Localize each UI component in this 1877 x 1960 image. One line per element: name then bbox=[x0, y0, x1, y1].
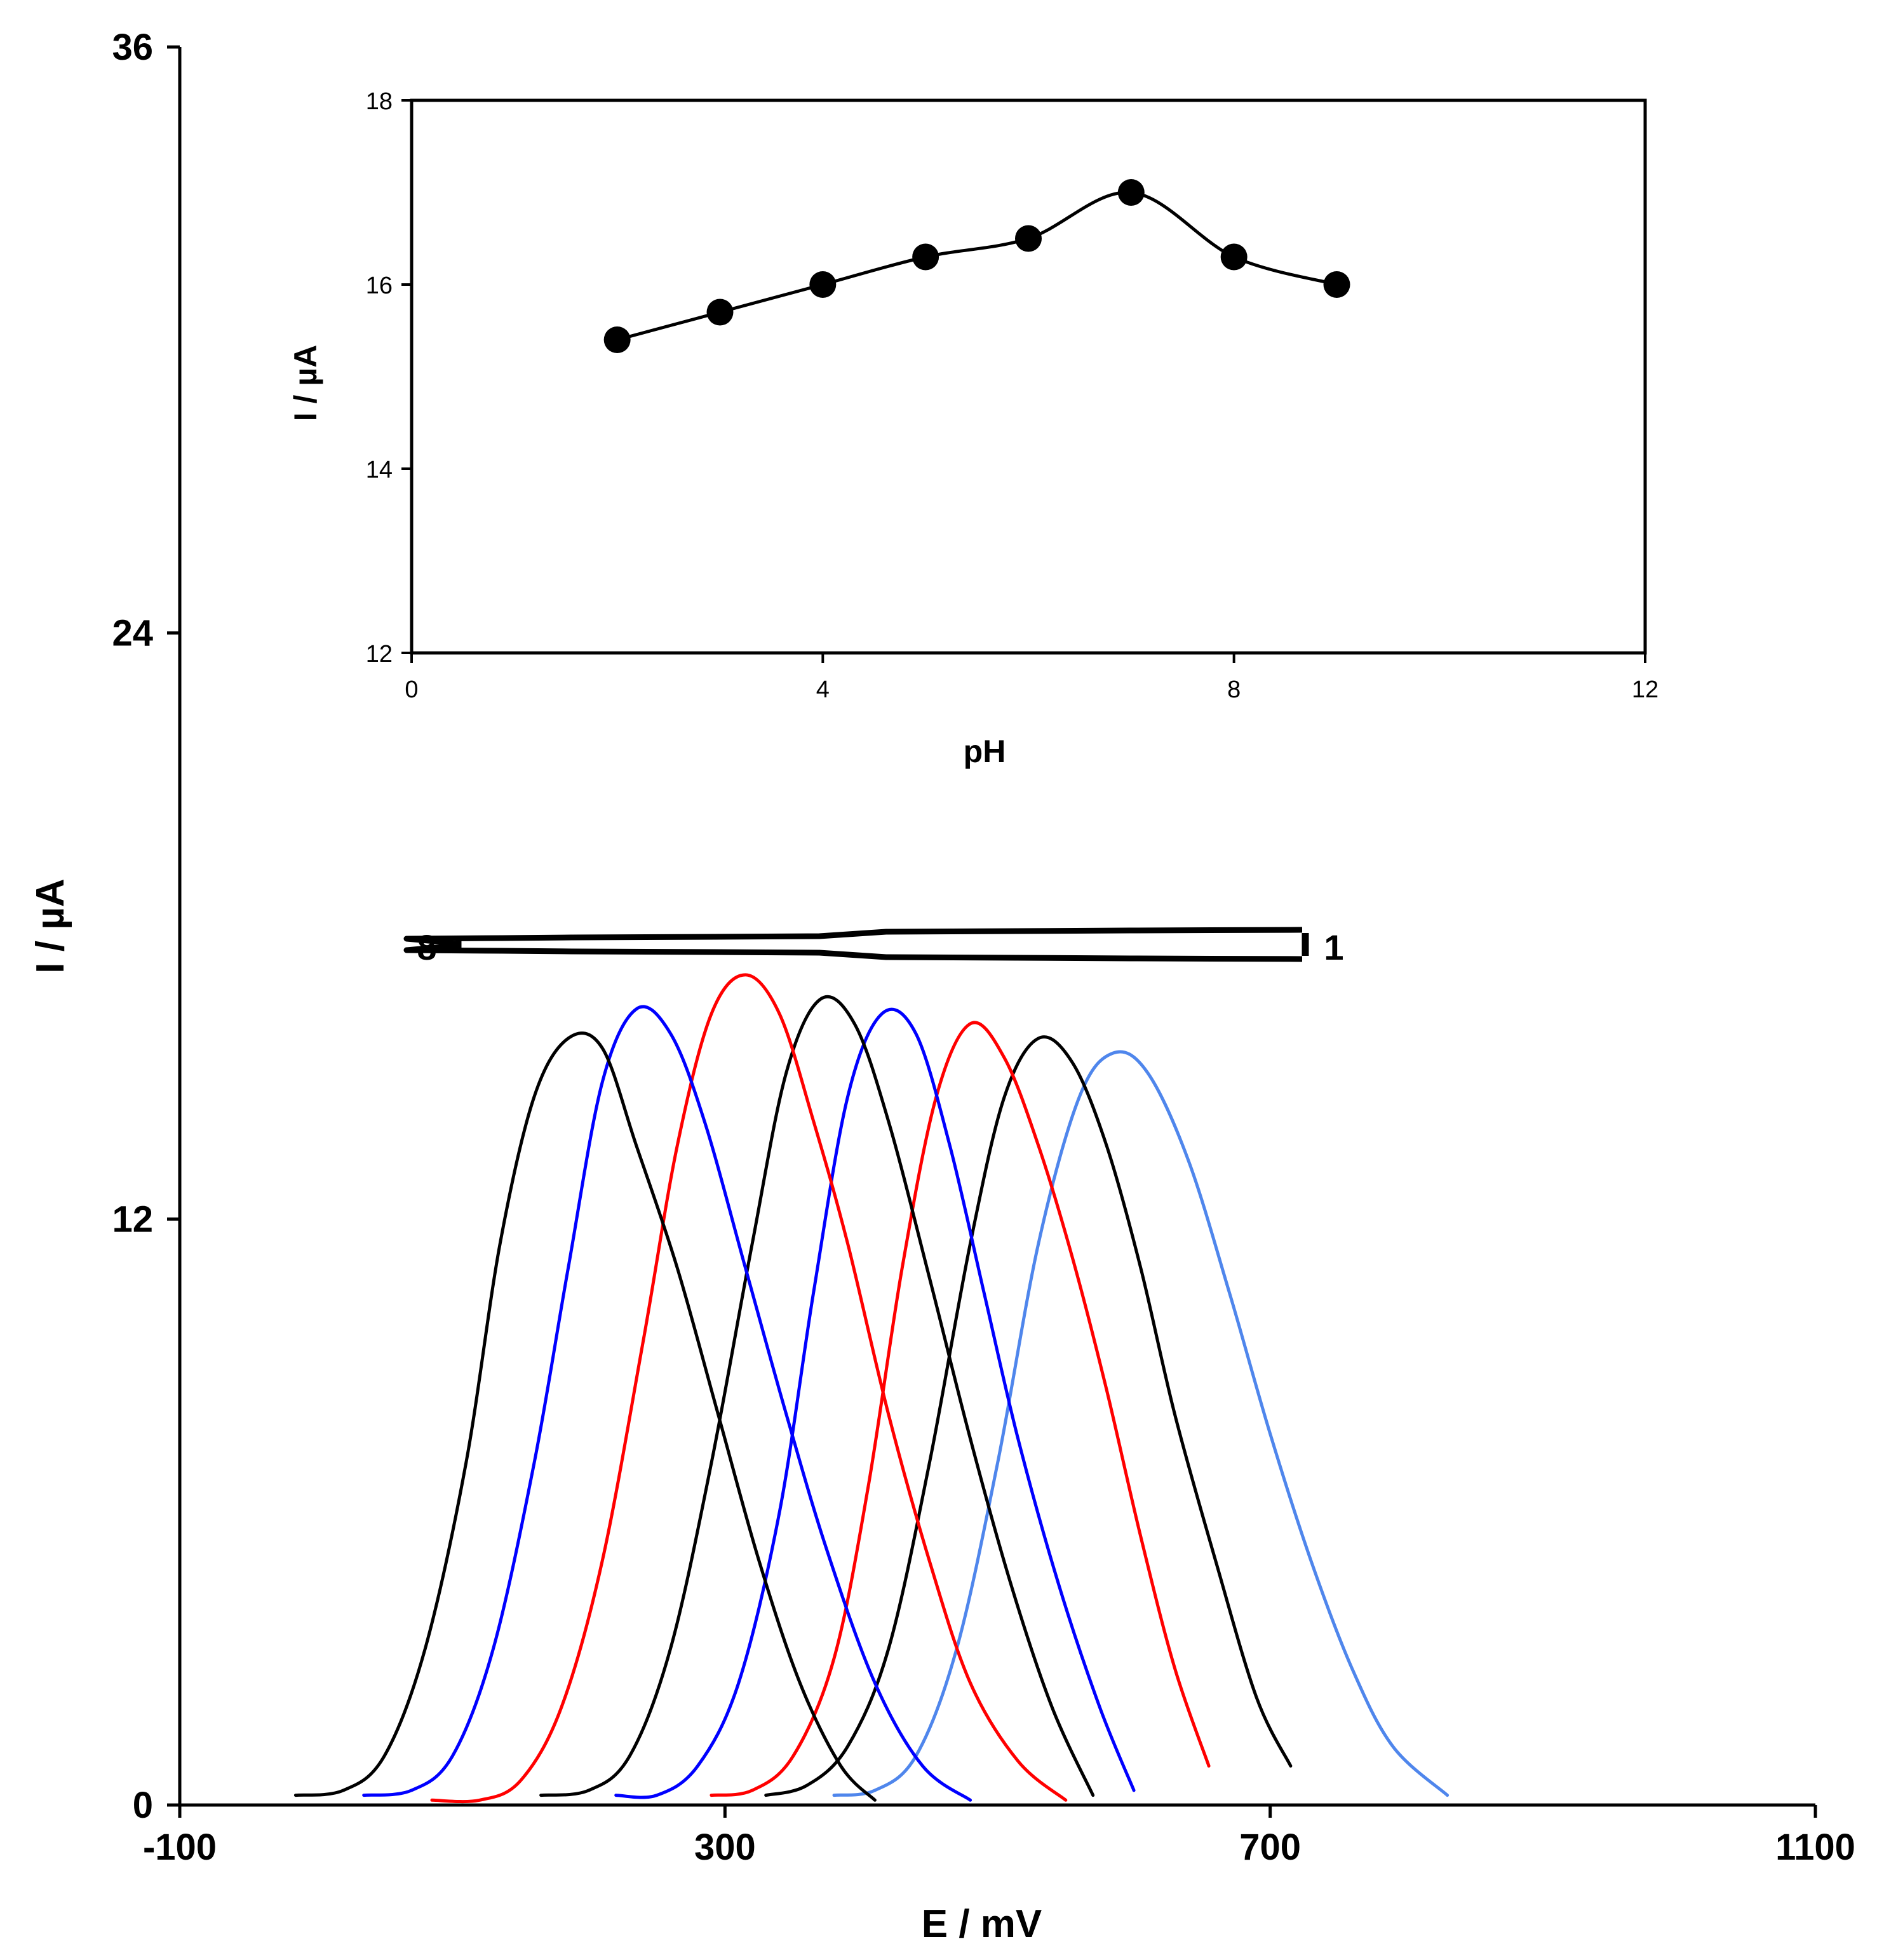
inset-data-point-ph-9 bbox=[1323, 271, 1350, 298]
inset-data-point-ph-6 bbox=[1015, 225, 1042, 252]
inset-y-tick-label: 18 bbox=[366, 88, 393, 115]
inset-data-point-ph-5 bbox=[912, 243, 939, 271]
main-x-axis-label: E / mV bbox=[922, 1902, 1042, 1946]
arrow-label-8: 8 bbox=[417, 927, 436, 967]
main-series-group bbox=[293, 973, 1450, 1804]
inset-data-point-ph-7 bbox=[1117, 179, 1145, 206]
inset-y-tick-label: 16 bbox=[366, 272, 393, 299]
voltammogram-curve-7 bbox=[362, 1005, 972, 1802]
main-x-tick-label: 700 bbox=[1239, 1827, 1301, 1868]
main-y-tick-label: 24 bbox=[112, 613, 153, 654]
shift-arrow-upper-line bbox=[403, 927, 1303, 946]
voltammogram-curve-4 bbox=[614, 1007, 1136, 1799]
inset-data-point-ph-3 bbox=[706, 299, 734, 326]
inset-background bbox=[412, 100, 1645, 653]
main-y-tick-label: 12 bbox=[112, 1198, 153, 1240]
main-x-tick-label: 1100 bbox=[1775, 1827, 1855, 1868]
main-y-axis-label: I / µA bbox=[29, 878, 72, 973]
voltammogram-curve-8 bbox=[293, 1031, 877, 1802]
inset-axes: pH I / µA 0 4 8 12 12 14 16 18 bbox=[288, 88, 1658, 769]
inset-data-point-ph-8 bbox=[1220, 243, 1248, 271]
voltammogram-curve-2 bbox=[764, 1035, 1293, 1797]
main-y-tick-label: 0 bbox=[133, 1785, 153, 1826]
main-y-tick-label: 36 bbox=[112, 27, 153, 68]
inset-x-tick-label: 0 bbox=[405, 676, 418, 703]
inset-series-group bbox=[603, 179, 1350, 353]
inset-y-tick-label: 12 bbox=[366, 641, 393, 668]
inset-frame bbox=[410, 98, 1647, 655]
main-x-tick-label: -100 bbox=[143, 1827, 217, 1868]
voltammogram-curve-1 bbox=[832, 1050, 1450, 1797]
inset-x-tick-label: 12 bbox=[1632, 676, 1658, 703]
inset-data-point-ph-2 bbox=[603, 326, 631, 353]
main-x-tick-label: 300 bbox=[694, 1827, 756, 1868]
inset-chart: pH I / µA 0 4 8 12 12 14 16 18 bbox=[288, 88, 1658, 769]
arrow-label-1: 1 bbox=[1324, 927, 1343, 967]
inset-y-tick-label: 14 bbox=[366, 457, 393, 483]
inset-x-tick-label: 8 bbox=[1227, 676, 1241, 703]
voltammogram-curve-3 bbox=[710, 1021, 1211, 1797]
main-axes: E / mV I / µA -100 300 700 1100 0 12 24 36 bbox=[29, 27, 1855, 1946]
voltammogram-curve-5 bbox=[539, 995, 1095, 1797]
voltammogram-curve-6 bbox=[430, 973, 1068, 1804]
inset-x-axis-label: pH bbox=[964, 734, 1006, 769]
inset-series-line bbox=[617, 191, 1338, 342]
inset-y-axis-label: I / µA bbox=[288, 345, 323, 421]
inset-data-point-ph-4 bbox=[809, 271, 837, 298]
inset-x-tick-label: 4 bbox=[816, 676, 830, 703]
shift-arrow-lower-line bbox=[403, 943, 1303, 962]
